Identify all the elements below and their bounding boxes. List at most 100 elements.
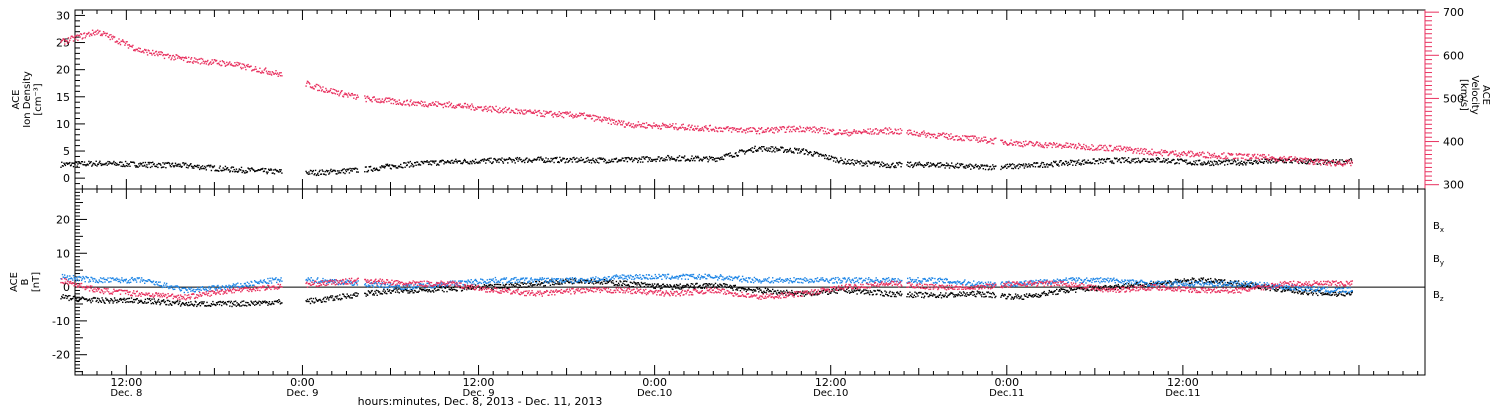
bx-point <box>854 287 857 290</box>
bx-point <box>963 292 965 294</box>
velocity-point <box>1252 155 1254 158</box>
velocity-point <box>109 38 111 41</box>
velocity-point <box>772 131 774 134</box>
density-point <box>124 165 126 168</box>
bx-point <box>320 299 322 302</box>
velocity-point <box>1295 159 1297 161</box>
density-point <box>593 161 596 163</box>
velocity-point <box>400 103 402 105</box>
velocity-point <box>819 129 822 131</box>
bx-point <box>701 287 703 289</box>
bx-point <box>753 290 756 292</box>
density-point <box>157 162 160 165</box>
velocity-point <box>382 100 384 103</box>
bx-point <box>763 291 766 294</box>
bx-point <box>455 289 457 291</box>
density-point <box>873 164 875 166</box>
bx-point <box>1088 289 1090 292</box>
density-point <box>1069 163 1071 165</box>
density-point <box>849 163 851 165</box>
velocity-point <box>1150 153 1152 156</box>
density-point <box>911 164 913 166</box>
velocity-point <box>197 62 199 64</box>
density-point <box>927 161 929 164</box>
bx-point <box>491 284 494 287</box>
velocity-point <box>692 128 694 131</box>
density-point <box>981 165 983 167</box>
velocity-point <box>943 132 945 134</box>
velocity-point <box>618 120 621 122</box>
density-point <box>1249 162 1251 164</box>
bx-point <box>418 290 420 292</box>
velocity-point <box>1012 144 1015 146</box>
density-point <box>483 158 486 160</box>
density-point <box>864 163 866 165</box>
bx-point <box>951 292 953 294</box>
density-point <box>713 159 715 161</box>
density-point <box>172 165 174 167</box>
bx-point <box>331 297 333 299</box>
bx-point <box>827 293 829 295</box>
density-point <box>325 169 328 172</box>
velocity-point <box>762 130 764 132</box>
bx-point <box>775 292 778 294</box>
velocity-point <box>1124 146 1126 149</box>
bx-point <box>529 282 531 285</box>
bx-point <box>891 291 893 293</box>
velocity-point <box>780 128 783 131</box>
velocity-point <box>791 130 793 133</box>
velocity-point <box>1350 164 1352 167</box>
density-point <box>661 157 663 159</box>
density-point <box>188 165 191 167</box>
velocity-point <box>258 70 260 73</box>
velocity-point <box>1108 149 1110 152</box>
velocity-point <box>601 118 604 121</box>
density-point <box>347 168 350 170</box>
bx-point <box>612 280 614 282</box>
bx-point <box>513 284 515 286</box>
velocity-point <box>582 113 584 115</box>
velocity-point <box>814 131 816 134</box>
density-point <box>625 158 627 160</box>
velocity-point <box>1079 144 1081 146</box>
velocity-point <box>1324 161 1326 163</box>
bx-point <box>438 286 441 289</box>
bx-point <box>747 289 749 291</box>
bx-point <box>204 305 206 307</box>
velocity-point <box>516 112 519 115</box>
bx-point <box>917 295 919 297</box>
velocity-point <box>790 126 792 128</box>
velocity-point <box>868 133 871 135</box>
bx-point <box>675 287 677 289</box>
bx-point <box>524 282 526 284</box>
velocity-point <box>713 129 715 131</box>
velocity-point <box>1103 149 1105 152</box>
density-point <box>841 159 844 161</box>
velocity-point <box>694 125 696 127</box>
bx-point <box>366 293 368 295</box>
density-point <box>1092 158 1094 160</box>
density-point <box>1129 162 1131 164</box>
bx-point <box>707 284 709 287</box>
velocity-point <box>830 129 832 131</box>
velocity-point <box>1105 146 1108 148</box>
velocity-point <box>1331 160 1334 162</box>
velocity-point <box>908 129 910 131</box>
density-point <box>1169 161 1172 163</box>
density-point <box>798 148 800 150</box>
density-point <box>552 157 554 160</box>
density-point <box>761 150 764 152</box>
bx-point <box>1000 296 1002 298</box>
bx-point <box>639 284 641 286</box>
velocity-point <box>1082 146 1084 148</box>
density-point <box>405 162 407 164</box>
density-point <box>553 161 555 164</box>
density-point <box>408 162 410 164</box>
velocity-point <box>559 114 561 116</box>
velocity-point <box>1060 144 1062 146</box>
density-point <box>854 162 857 164</box>
velocity-point <box>337 90 340 92</box>
velocity-point <box>620 124 622 126</box>
bx-point <box>743 289 745 291</box>
bx-point <box>551 283 554 286</box>
